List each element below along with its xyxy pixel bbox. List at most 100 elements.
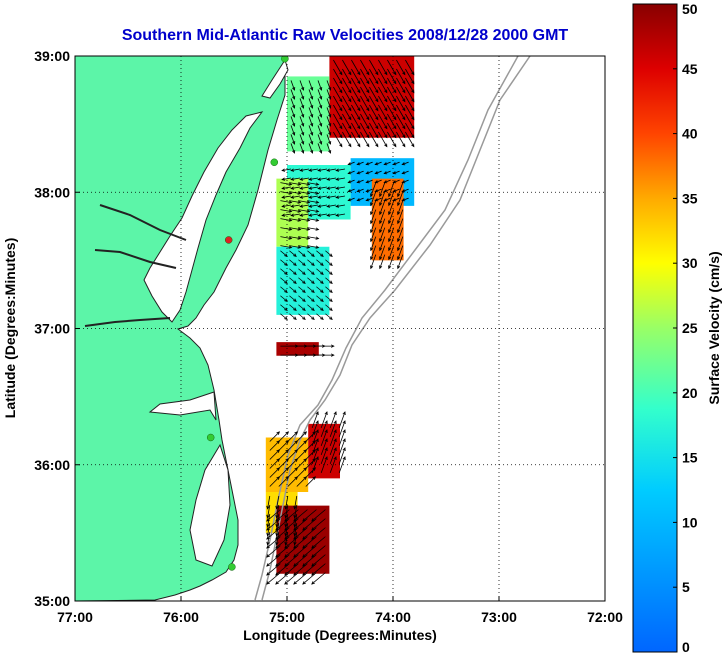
vector-arrowhead [347,180,352,184]
vector-arrowhead [297,245,302,249]
current-vector [360,86,370,102]
vector-arrowhead [370,202,374,207]
current-vector [289,304,297,311]
vector-arrowhead [315,218,320,222]
current-vector [366,161,373,165]
vector-arrowhead [301,86,305,91]
current-vector [333,113,343,129]
vector-arrowhead [299,195,304,199]
vector-arrowhead [293,541,297,546]
colorbar-tick-label: 30 [682,255,698,271]
vector-arrowhead [292,149,296,154]
current-vector [318,204,328,207]
vector-arrowhead [397,211,401,216]
current-vector [360,59,370,75]
vector-arrowhead [266,545,270,549]
vector-arrowhead [281,168,286,172]
vector-arrowhead [339,125,343,130]
current-vector [317,98,322,109]
current-vector [357,161,364,165]
vector-arrowhead [384,125,388,130]
current-vector [280,245,292,248]
vector-arrowhead [306,200,311,204]
vector-arrowhead [302,527,306,531]
vector-arrowhead [292,104,296,109]
current-vector [318,213,328,216]
vector-arrowhead [281,204,286,208]
current-vector [348,161,355,165]
vector-arrowhead [328,149,332,154]
vector-arrowhead [275,536,279,540]
current-vector [282,204,292,207]
vector-arrowhead [392,171,397,175]
current-vector [289,286,297,293]
vector-arrowhead [339,80,343,85]
radar-site-marker[interactable] [206,433,215,442]
vector-arrowhead [293,545,297,549]
vector-arrowhead [384,134,388,139]
current-vector [284,509,299,522]
vector-arrowhead [402,98,406,103]
vector-arrowhead [384,107,388,112]
current-vector [316,295,324,302]
vector-arrowhead [392,180,397,184]
current-vector [282,177,292,180]
current-vector [299,80,304,91]
current-vector [285,504,289,518]
radar-site-marker[interactable] [224,236,233,244]
current-vector [375,197,382,201]
current-vector [369,59,379,75]
current-vector [388,218,395,233]
vector-arrowhead [297,182,302,186]
current-vector [298,200,310,203]
vector-arrowhead [339,107,343,112]
current-vector [290,107,295,118]
vector-arrowhead [275,541,279,546]
vector-arrowhead [315,236,320,240]
current-vector [327,186,337,189]
current-vector [360,95,370,111]
current-vector [333,95,343,111]
vector-arrowhead [328,95,332,100]
vector-arrowhead [357,125,361,130]
colorbar-tick-label: 10 [682,514,698,530]
current-vector [379,236,386,251]
current-vector [402,179,409,183]
x-axis-ticks: 77:00 76:00 75:00 74:00 73:00 72:00 [57,596,623,625]
vector-arrowhead [284,541,288,546]
current-vector [325,304,333,311]
current-vector [402,188,409,192]
vector-arrowhead [293,581,297,585]
vector-arrowhead [317,168,322,172]
current-vector [305,476,316,487]
current-vector [300,195,310,198]
current-vector [290,80,295,91]
vector-arrowhead [302,581,306,585]
vector-arrowhead [379,193,383,198]
vector-arrowhead [297,227,302,231]
radar-site-marker[interactable] [270,158,279,167]
vector-arrowhead [308,168,313,172]
current-vector [342,104,352,120]
current-vector [289,218,301,221]
bathymetry-contour-outer [261,56,531,601]
current-vector [280,236,292,239]
vector-arrowhead [299,213,304,217]
map-panel[interactable] [74,55,606,602]
vector-arrowhead [339,134,343,139]
current-vector [296,440,307,451]
radar-site-marker[interactable] [281,55,289,63]
current-vector [317,116,322,127]
current-vector [336,204,346,207]
vector-arrowhead [411,107,415,112]
vector-arrowhead [319,122,323,127]
current-vector [342,113,352,129]
vector-arrowhead [357,89,361,94]
vector-arrowhead [299,204,304,208]
vector-arrowhead [303,431,308,435]
radar-site-marker[interactable] [228,563,236,571]
vector-arrowhead [266,554,270,558]
current-vector [308,116,313,127]
current-vector [316,259,324,266]
vector-arrowhead [330,344,335,348]
